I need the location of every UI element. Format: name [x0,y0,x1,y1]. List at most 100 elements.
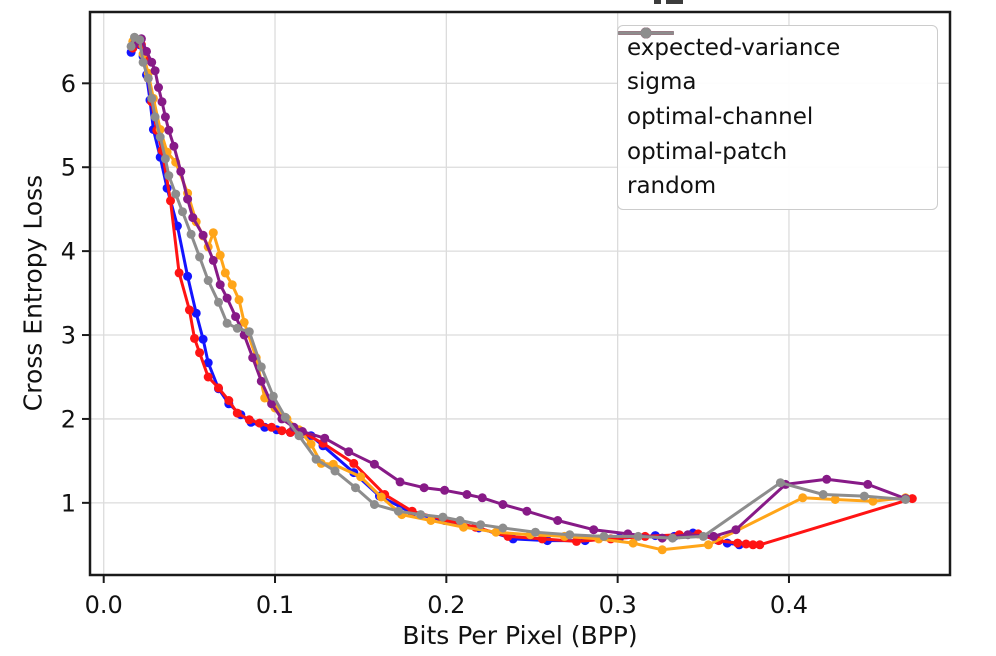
data-point-marker [174,268,184,278]
data-point-marker [198,230,208,240]
data-point-marker [668,533,677,543]
data-point-marker [498,500,508,509]
y-axis-label: Cross Entropy Loss [18,174,48,412]
y-tick-label: 1 [61,489,76,517]
series-group [126,32,917,555]
data-point-marker [703,540,713,550]
y-tick-label: 5 [61,154,76,182]
data-point-marker [135,35,145,45]
data-point-marker [208,228,218,238]
data-point-marker [267,422,277,432]
data-point-marker [195,348,205,358]
data-point-marker [203,372,213,382]
data-point-marker [328,459,338,469]
data-point-marker [186,229,196,239]
data-point-marker [227,280,237,290]
data-point-marker [220,268,230,278]
data-point-marker [330,466,340,476]
data-point-marker [356,472,366,482]
data-point-marker [203,358,213,368]
data-point-marker [195,252,205,262]
data-point-marker [188,213,198,223]
clipped-title-fragment [654,0,661,4]
data-point-marker [477,493,487,503]
data-point-marker [234,295,244,305]
data-point-marker [280,412,290,422]
data-point-marker [154,83,163,92]
data-point-marker [248,353,258,363]
data-point-marker [522,506,532,516]
data-point-marker [164,125,174,135]
data-point-marker [709,531,719,541]
data-point-marker [267,399,277,409]
y-tick-label: 3 [61,322,76,350]
x-tick-label: 0.0 [85,591,123,619]
data-point-marker [126,41,136,51]
legend-label: random [627,173,717,200]
data-point-marker [565,530,575,540]
legend-item-random: random [618,27,937,200]
data-point-marker [222,293,232,303]
series-markers-random [126,32,910,543]
data-point-marker [455,516,465,525]
data-point-marker [351,483,360,493]
x-axis-label: Bits Per Pixel (BPP) [402,621,638,650]
data-point-marker [311,454,321,464]
legend: expected-variance sigma optimal-channel opt… [617,25,938,210]
data-point-marker [214,383,223,393]
data-point-marker [171,189,181,199]
data-point-marker [150,112,160,122]
data-point-marker [190,333,199,343]
data-point-marker [698,531,708,541]
x-tick-label: 0.2 [427,591,465,619]
legend-line-sample [618,27,674,39]
data-point-marker [416,510,426,520]
data-point-marker [160,154,170,164]
data-point-marker [214,297,223,307]
x-tick-label: 0.1 [256,591,294,619]
data-point-marker [589,525,599,535]
data-point-marker [155,132,165,142]
x-tick-label: 0.3 [599,591,637,619]
clipped-title-fragment [666,0,683,4]
data-point-marker [599,531,609,541]
data-point-marker [215,250,225,260]
data-point-marker [907,494,917,504]
data-point-marker [176,166,186,176]
data-point-marker [222,318,232,328]
data-point-marker [369,500,379,509]
legend-marker-dot [640,27,652,39]
data-point-marker [147,57,157,67]
data-point-marker [157,97,167,107]
data-point-marker [498,523,508,533]
data-point-marker [859,491,869,501]
data-point-marker [633,531,643,541]
data-point-marker [628,538,638,548]
data-point-marker [178,207,187,217]
data-point-marker [572,536,581,546]
legend-label: expected-variance [627,34,841,61]
data-point-marker [440,485,450,495]
data-point-marker [198,334,208,344]
data-point-marker [203,276,213,285]
data-point-marker [232,323,242,333]
data-point-marker [393,506,403,516]
data-point-marker [169,141,179,151]
y-tick-label: 4 [61,238,76,266]
data-point-marker [215,280,225,290]
data-point-marker [256,362,266,372]
data-point-marker [822,474,832,484]
legend-label: sigma [627,69,697,96]
data-point-marker [731,525,741,535]
x-tick-label: 0.4 [770,591,808,619]
data-point-marker [462,490,472,499]
data-point-marker [741,539,751,549]
data-point-marker [459,522,468,532]
data-point-marker [320,433,330,443]
data-point-marker [256,376,266,386]
data-point-marker [164,171,174,181]
data-point-marker [491,527,501,537]
data-point-marker [344,447,354,457]
